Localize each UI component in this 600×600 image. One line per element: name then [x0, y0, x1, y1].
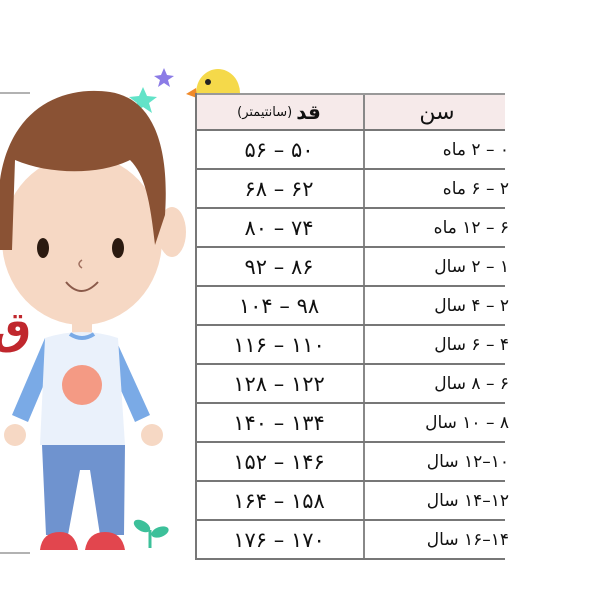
age-cell: ۰ – ۲ ماه — [442, 139, 509, 160]
age-cell: ۴ – ۶ سال — [434, 334, 509, 355]
table-row: ۸۶ – ۹۲ ۱ – ۲ سال — [195, 248, 509, 287]
age-cell: ۱۲–۱۴ سال — [426, 490, 509, 511]
table-row: ۵۰ – ۵۶ ۰ – ۲ ماه — [195, 131, 509, 170]
table-header: قد (سانتیمتر) سن — [195, 93, 505, 131]
header-height: قد (سانتیمتر) — [195, 95, 365, 129]
header-height-unit: (سانتیمتر) — [237, 104, 293, 120]
table-row: ۱۱۰ – ۱۱۶ ۴ – ۶ سال — [195, 326, 509, 365]
table-row: ۱۴۶ – ۱۵۲ ۱۰–۱۲ سال — [195, 443, 509, 482]
hair — [0, 90, 166, 250]
ear — [158, 207, 186, 257]
left-sleeve — [12, 338, 50, 422]
height-cell: ۹۸ – ۱۰۴ — [195, 287, 365, 324]
right-shoe — [85, 532, 125, 550]
age-cell: ۱ – ۲ سال — [434, 256, 509, 277]
smile — [65, 281, 99, 292]
height-cell: ۱۴۶ – ۱۵۲ — [195, 443, 365, 480]
height-cell: ۱۷۰ – ۱۷۶ — [195, 521, 365, 558]
table-row: ۹۸ – ۱۰۴ ۲ – ۴ سال — [195, 287, 509, 326]
left-shoe — [40, 532, 78, 550]
age-cell: ۱۰–۱۲ سال — [426, 451, 509, 472]
age-cell: ۲ – ۶ ماه — [442, 178, 509, 199]
height-cell: ۱۵۸ – ۱۶۴ — [195, 482, 365, 519]
height-cell: ۶۲ – ۶۸ — [195, 170, 365, 207]
age-cell: ۱۴–۱۶ سال — [426, 529, 509, 550]
nose — [78, 259, 83, 269]
age-cell: ۲ – ۴ سال — [434, 295, 509, 316]
header-age: سن — [419, 99, 455, 125]
right-sleeve — [112, 338, 150, 422]
table-left-border — [195, 93, 197, 560]
height-cell: ۷۴ – ۸۰ — [195, 209, 365, 246]
age-cell: ۶ – ۱۲ ماه — [433, 217, 509, 238]
table-row: ۶۲ – ۶۸ ۲ – ۶ ماه — [195, 170, 509, 209]
pants — [42, 445, 125, 535]
table-row: ۱۲۲ – ۱۲۸ ۶ – ۸ سال — [195, 365, 509, 404]
table-row: ۱۷۰ – ۱۷۶ ۱۴–۱۶ سال — [195, 521, 509, 560]
height-cell: ۱۱۰ – ۱۱۶ — [195, 326, 365, 363]
height-cell: ۵۰ – ۵۶ — [195, 131, 365, 168]
table-row: ۱۵۸ – ۱۶۴ ۱۲–۱۴ سال — [195, 482, 509, 521]
height-cell: ۸۶ – ۹۲ — [195, 248, 365, 285]
sprout-icon — [133, 519, 169, 548]
shirt-circle — [62, 365, 102, 405]
height-cell: ۱۳۴ – ۱۴۰ — [195, 404, 365, 441]
header-height-label: قد — [296, 100, 321, 124]
age-cell: ۶ – ۸ سال — [434, 373, 509, 394]
purple-star-icon — [154, 68, 174, 87]
face — [2, 155, 162, 325]
left-eye — [37, 238, 49, 258]
right-eye — [112, 238, 124, 258]
age-cell: ۸ – ۱۰ سال — [425, 412, 509, 433]
size-chart-table: قد (سانتیمتر) سن ۵۰ – ۵۶ ۰ – ۲ ماه ۶۲ – ۶۸… — [195, 93, 509, 560]
table-row: ۱۳۴ – ۱۴۰ ۸ – ۱۰ سال — [195, 404, 509, 443]
height-cell: ۱۲۲ – ۱۲۸ — [195, 365, 365, 402]
table-row: ۷۴ – ۸۰ ۶ – ۱۲ ماه — [195, 209, 509, 248]
side-letter: ق — [0, 303, 31, 354]
